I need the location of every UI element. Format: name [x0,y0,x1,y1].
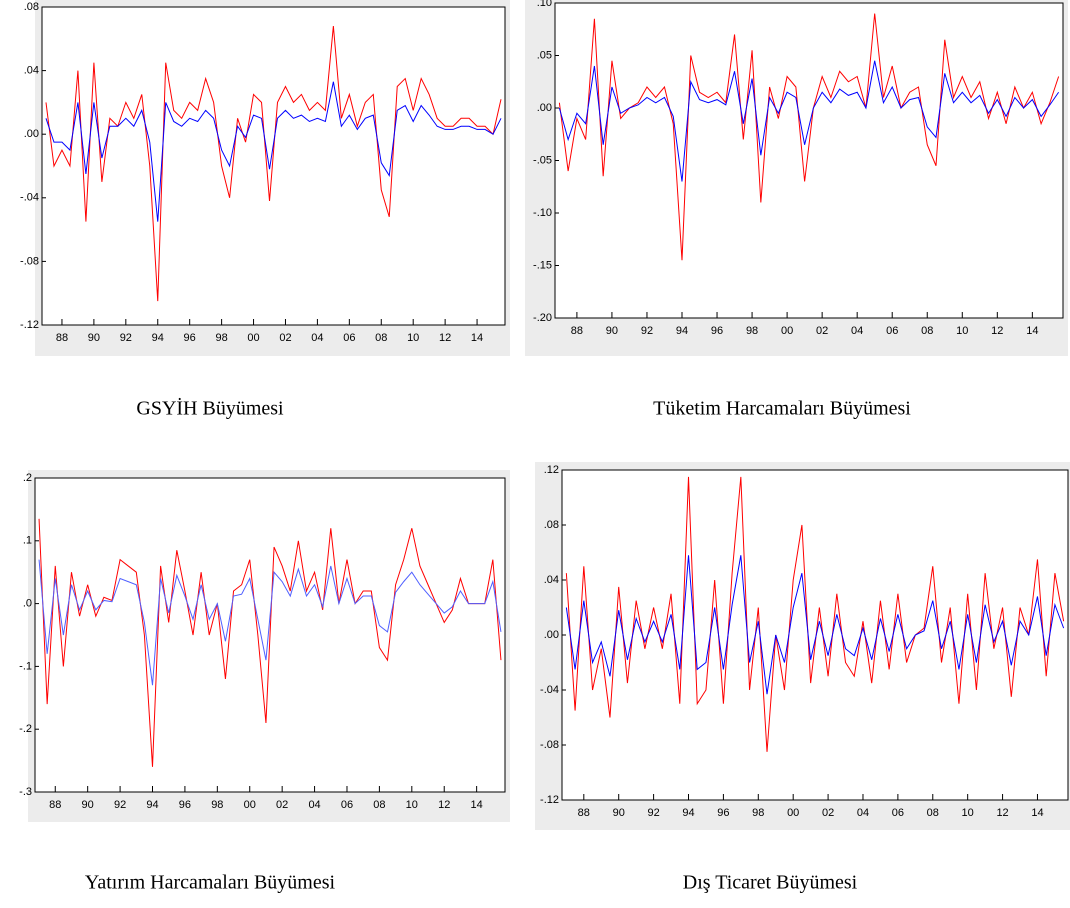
chart-title: Yatırım Harcamaları Büyümesi [85,872,336,894]
x-tick-label: 96 [179,799,191,811]
x-tick-label: 02 [816,325,828,337]
y-tick-label: -.20 [533,312,552,324]
x-tick-label: 94 [676,325,688,337]
x-tick-label: 94 [146,799,158,811]
x-tick-label: 14 [471,332,483,344]
x-tick-label: 90 [613,807,625,819]
y-tick-label: .00 [544,629,559,641]
x-tick-label: 06 [341,799,353,811]
y-tick-label: .04 [24,65,39,77]
series-line [38,559,502,686]
y-tick-label: -.08 [20,255,39,267]
x-tick-label: 12 [996,807,1008,819]
x-tick-label: 14 [1031,807,1043,819]
x-tick-label: 98 [746,325,758,337]
plot-area [554,2,1064,319]
x-tick-label: 96 [717,807,729,819]
x-tick-label: 92 [641,325,653,337]
y-tick-label: -.15 [533,259,552,271]
chart-title: Tüketim Harcamaları Büyümesi [653,398,911,420]
x-tick-label: 06 [892,807,904,819]
plot-area [41,6,506,326]
y-tick-label: .08 [544,519,559,531]
x-tick-label: 88 [578,807,590,819]
x-tick-label: 04 [311,332,323,344]
y-tick-label: -.04 [540,684,559,696]
y-tick-label: .12 [544,464,559,476]
x-tick-label: 04 [857,807,869,819]
x-tick-label: 04 [308,799,320,811]
x-tick-label: 10 [962,807,974,819]
y-tick-label: -.2 [19,723,32,735]
x-tick-label: 04 [851,325,863,337]
y-tick-label: -.08 [540,739,559,751]
x-tick-label: 90 [82,799,94,811]
chart-title: GSYİH Büyümesi [136,397,284,420]
y-tick-label: -.1 [19,660,32,672]
x-tick-label: 92 [647,807,659,819]
x-tick-label: 10 [956,325,968,337]
x-tick-label: 88 [56,332,68,344]
x-tick-label: 98 [752,807,764,819]
x-tick-label: 08 [373,799,385,811]
y-tick-label: .10 [537,0,552,9]
y-tick-label: -.3 [19,786,32,798]
x-tick-label: 08 [927,807,939,819]
x-tick-label: 90 [88,332,100,344]
series-line [558,13,1060,261]
x-tick-label: 08 [375,332,387,344]
x-tick-label: 08 [921,325,933,337]
y-tick-label: -.05 [533,154,552,166]
x-tick-label: 12 [439,332,451,344]
x-tick-label: 02 [279,332,291,344]
x-tick-label: 12 [991,325,1003,337]
series-line [565,555,1065,695]
x-tick-label: 92 [114,799,126,811]
x-tick-label: 02 [822,807,834,819]
x-tick-label: 14 [1026,325,1038,337]
x-tick-label: 96 [184,332,196,344]
x-tick-label: 00 [787,807,799,819]
x-tick-label: 90 [606,325,618,337]
x-tick-label: 98 [215,332,227,344]
x-tick-label: 12 [438,799,450,811]
y-tick-label: -.10 [533,207,552,219]
x-tick-label: 06 [886,325,898,337]
x-tick-label: 98 [211,799,223,811]
series-line [45,81,502,222]
series-line [45,26,502,302]
x-tick-label: 10 [407,332,419,344]
x-tick-label: 00 [244,799,256,811]
x-tick-label: 88 [571,325,583,337]
x-tick-label: 10 [406,799,418,811]
x-tick-label: 96 [711,325,723,337]
y-tick-label: -.12 [20,319,39,331]
chart-title: Dış Ticaret Büyümesi [683,872,858,894]
y-tick-label: .08 [24,1,39,13]
plot-area [561,469,1069,801]
x-tick-label: 94 [682,807,694,819]
y-tick-label: .00 [24,128,39,140]
x-tick-label: 92 [120,332,132,344]
x-tick-label: 02 [276,799,288,811]
y-tick-label: .04 [544,574,559,586]
series-line [558,60,1060,182]
y-tick-label: .2 [23,472,32,484]
y-tick-label: .00 [537,102,552,114]
x-tick-label: 06 [343,332,355,344]
x-tick-label: 88 [49,799,61,811]
y-tick-label: -.12 [540,794,559,806]
x-tick-label: 00 [247,332,259,344]
series-line [38,518,502,767]
x-tick-label: 94 [152,332,164,344]
y-tick-label: .05 [537,49,552,61]
y-tick-label: .1 [23,535,32,547]
y-tick-label: .0 [23,598,32,610]
x-tick-label: 14 [471,799,483,811]
y-tick-label: -.04 [20,192,39,204]
x-tick-label: 00 [781,325,793,337]
